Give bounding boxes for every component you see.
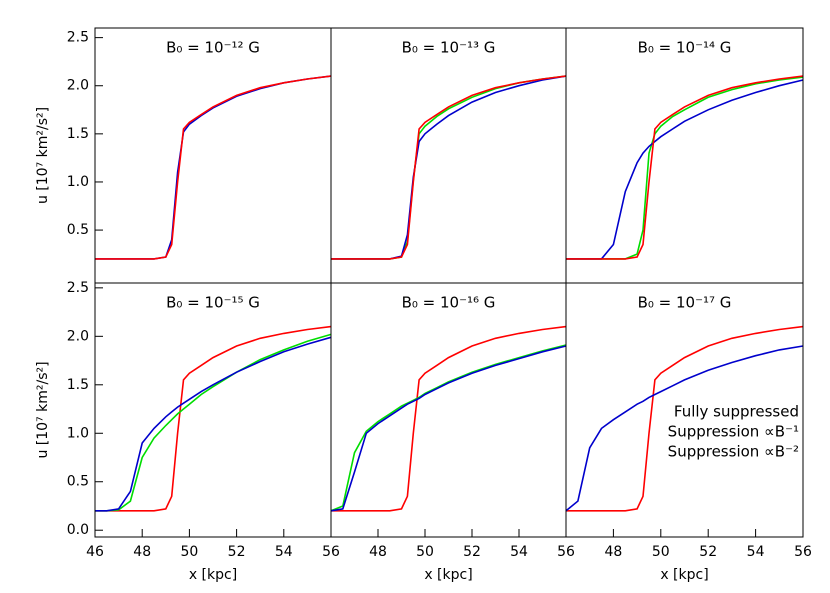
x-tick-label: 54 <box>510 544 528 560</box>
x-tick-label: 56 <box>322 544 340 560</box>
x-tick-label: 48 <box>369 544 387 560</box>
data-line <box>566 75 804 260</box>
data-line <box>331 75 567 260</box>
y-tick-label: 1.5 <box>67 377 89 393</box>
x-tick-label: 54 <box>747 544 765 560</box>
y-tick-label: 2.0 <box>67 78 89 94</box>
y-axis-label: u [10⁷ km²/s²] <box>35 361 51 458</box>
x-axis-label: x [kpc] <box>424 567 472 583</box>
y-tick-label: 2.5 <box>67 30 89 46</box>
data-line <box>95 333 332 512</box>
x-axis-label: x [kpc] <box>189 567 237 583</box>
legend-entry: Suppression ∝B⁻² <box>668 443 799 461</box>
panel-frame <box>565 282 804 538</box>
y-tick-label: 0.0 <box>67 522 89 538</box>
y-tick-label: 0.5 <box>67 474 89 490</box>
data-line <box>330 345 567 512</box>
y-tick-label: 2.5 <box>67 280 89 296</box>
data-line <box>95 75 332 260</box>
x-tick-label: 48 <box>133 544 151 560</box>
x-tick-label: 50 <box>180 544 198 560</box>
data-line <box>95 325 332 512</box>
x-tick-label: 46 <box>86 544 104 560</box>
data-line <box>331 75 567 260</box>
x-tick-label: 52 <box>228 544 246 560</box>
panel-frame <box>565 27 804 284</box>
panel-title: B₀ = 10⁻¹³ G <box>402 39 496 57</box>
x-tick-label: 50 <box>652 544 670 560</box>
y-tick-label: 1.0 <box>67 425 89 441</box>
legend-entry: Suppression ∝B⁻¹ <box>668 423 799 441</box>
y-axis-label: u [10⁷ km²/s²] <box>35 107 51 204</box>
x-tick-label: 52 <box>699 544 717 560</box>
panel-frame <box>330 27 567 284</box>
x-tick-label: 52 <box>463 544 481 560</box>
x-axis-label: x [kpc] <box>660 567 708 583</box>
y-tick-label: 1.0 <box>67 174 89 190</box>
panel-title: B₀ = 10⁻¹⁶ G <box>402 294 496 312</box>
panel-title: B₀ = 10⁻¹² G <box>166 39 260 57</box>
panel-title: B₀ = 10⁻¹⁴ G <box>638 39 732 57</box>
data-line <box>566 325 804 512</box>
panel-title: B₀ = 10⁻¹⁷ G <box>638 294 732 312</box>
x-tick-label: 54 <box>275 544 293 560</box>
data-line <box>331 75 567 260</box>
data-line <box>331 325 567 512</box>
legend-entry: Fully suppressed <box>674 403 799 421</box>
y-tick-label: 2.0 <box>67 328 89 344</box>
data-line <box>566 76 804 260</box>
panel-frame <box>94 27 332 284</box>
y-tick-label: 1.5 <box>67 126 89 142</box>
y-tick-label: 0.5 <box>67 222 89 238</box>
panel-title: B₀ = 10⁻¹⁵ G <box>166 294 260 312</box>
data-line <box>95 336 332 512</box>
x-tick-label: 56 <box>794 544 812 560</box>
x-tick-label: 50 <box>416 544 434 560</box>
panel-frame <box>330 282 567 538</box>
x-tick-label: 48 <box>604 544 622 560</box>
data-line <box>95 75 332 260</box>
x-tick-label: 56 <box>557 544 575 560</box>
data-line <box>330 344 567 512</box>
data-line <box>565 345 804 512</box>
